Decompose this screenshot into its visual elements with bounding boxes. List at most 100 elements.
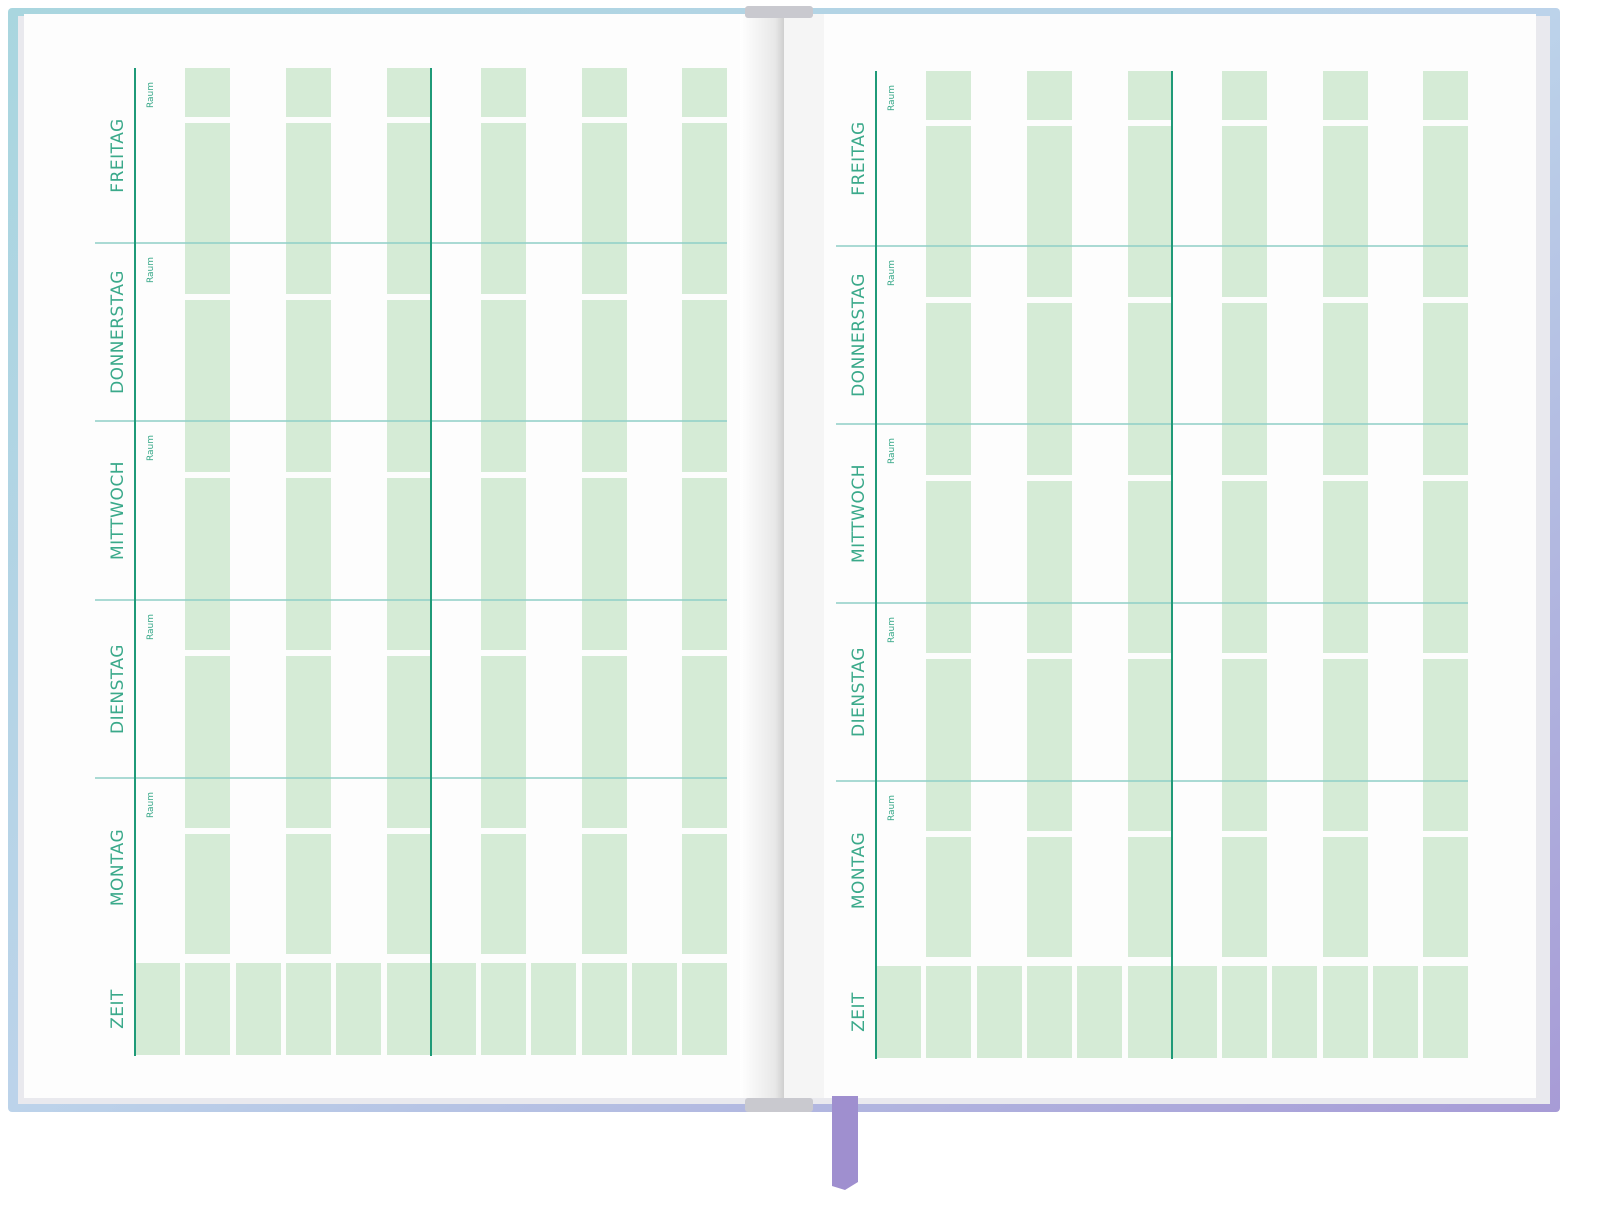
timetable-page: FREITAG Raum DONNERSTAG Raum MITTWOCH Raum DIE… xyxy=(836,71,1468,1059)
lesson-cell xyxy=(1323,71,1368,120)
room-label: Raum xyxy=(146,792,156,818)
lesson-cell xyxy=(682,478,727,650)
lesson-cell xyxy=(926,837,971,957)
lesson-cell xyxy=(185,123,230,294)
lesson-cell xyxy=(387,123,432,294)
lesson-cell xyxy=(1222,481,1267,653)
lesson-cell xyxy=(926,659,971,831)
lesson-cell xyxy=(481,300,526,472)
lesson-cell xyxy=(481,123,526,294)
lesson-cell xyxy=(926,481,971,653)
lesson-cell xyxy=(926,126,971,297)
day-label: MONTAG xyxy=(108,829,128,906)
lesson-cell xyxy=(387,834,432,954)
lesson-cell xyxy=(387,68,432,117)
room-label: Raum xyxy=(887,260,897,286)
lesson-cell xyxy=(582,300,627,472)
room-label: Raum xyxy=(146,435,156,461)
lesson-cell xyxy=(682,123,727,294)
time-cell xyxy=(682,963,727,1055)
time-cell xyxy=(1027,966,1072,1058)
day-label: FREITAG xyxy=(849,121,869,195)
lesson-cell xyxy=(286,478,331,650)
lesson-cell xyxy=(582,834,627,954)
lesson-cell xyxy=(1423,481,1468,653)
lesson-cell xyxy=(387,300,432,472)
lesson-cell xyxy=(1027,837,1072,957)
time-cell xyxy=(185,963,230,1055)
time-cell xyxy=(236,963,281,1055)
time-cell xyxy=(1423,966,1468,1058)
day-label: MITTWOCH xyxy=(108,461,128,560)
lesson-cell xyxy=(387,478,432,650)
lesson-cell xyxy=(1128,71,1173,120)
time-cell xyxy=(387,963,432,1055)
time-cell xyxy=(135,963,180,1055)
lesson-cell xyxy=(1128,837,1173,957)
lesson-cell xyxy=(1027,303,1072,475)
tailband xyxy=(745,1098,813,1112)
lesson-cell xyxy=(1423,303,1468,475)
time-cell xyxy=(926,966,971,1058)
lesson-cell xyxy=(926,71,971,120)
lesson-cell xyxy=(286,656,331,828)
lesson-cell xyxy=(1222,837,1267,957)
lesson-cell xyxy=(1423,837,1468,957)
lesson-cell xyxy=(1027,126,1072,297)
lesson-cell xyxy=(185,478,230,650)
time-cell xyxy=(1128,966,1173,1058)
room-label: Raum xyxy=(146,82,156,108)
day-label: MONTAG xyxy=(849,832,869,909)
lesson-cell xyxy=(481,478,526,650)
lesson-cell xyxy=(1423,71,1468,120)
time-label: ZEIT xyxy=(108,989,128,1029)
day-label: DIENSTAG xyxy=(849,647,869,737)
time-cell xyxy=(531,963,576,1055)
lesson-cell xyxy=(582,478,627,650)
time-cell xyxy=(1272,966,1317,1058)
day-label: DONNERSTAG xyxy=(849,273,869,397)
lesson-cell xyxy=(1323,303,1368,475)
lesson-cell xyxy=(582,68,627,117)
lesson-cell xyxy=(1027,659,1072,831)
time-cell xyxy=(632,963,677,1055)
lesson-cell xyxy=(387,656,432,828)
time-cell xyxy=(977,966,1022,1058)
lesson-cell xyxy=(185,834,230,954)
time-cell xyxy=(1077,966,1122,1058)
room-label: Raum xyxy=(887,795,897,821)
gutter-right xyxy=(784,14,824,1098)
lesson-cell xyxy=(1222,71,1267,120)
time-cell xyxy=(1172,966,1217,1058)
day-label: DIENSTAG xyxy=(108,644,128,734)
lesson-cell xyxy=(1128,481,1173,653)
lesson-cell xyxy=(286,123,331,294)
lesson-cell xyxy=(1423,126,1468,297)
lesson-cell xyxy=(1128,126,1173,297)
lesson-cell xyxy=(682,300,727,472)
timetable-page: FREITAG Raum DONNERSTAG Raum MITTWOCH Raum DIE… xyxy=(95,68,727,1056)
lesson-cell xyxy=(286,300,331,472)
lesson-cell xyxy=(1222,126,1267,297)
room-label: Raum xyxy=(887,617,897,643)
lesson-cell xyxy=(185,300,230,472)
lesson-cell xyxy=(1027,481,1072,653)
lesson-cell xyxy=(682,834,727,954)
time-cell xyxy=(582,963,627,1055)
time-cell xyxy=(431,963,476,1055)
day-label: FREITAG xyxy=(108,118,128,192)
lesson-cell xyxy=(185,656,230,828)
lesson-cell xyxy=(481,68,526,117)
lesson-cell xyxy=(682,68,727,117)
day-label: MITTWOCH xyxy=(849,464,869,563)
lesson-cell xyxy=(1423,659,1468,831)
lesson-cell xyxy=(481,834,526,954)
lesson-cell xyxy=(286,834,331,954)
lesson-cell xyxy=(926,303,971,475)
lesson-cell xyxy=(1323,837,1368,957)
gutter-left xyxy=(740,14,784,1098)
room-label: Raum xyxy=(146,257,156,283)
lesson-cell xyxy=(1222,659,1267,831)
lesson-cell xyxy=(1128,659,1173,831)
